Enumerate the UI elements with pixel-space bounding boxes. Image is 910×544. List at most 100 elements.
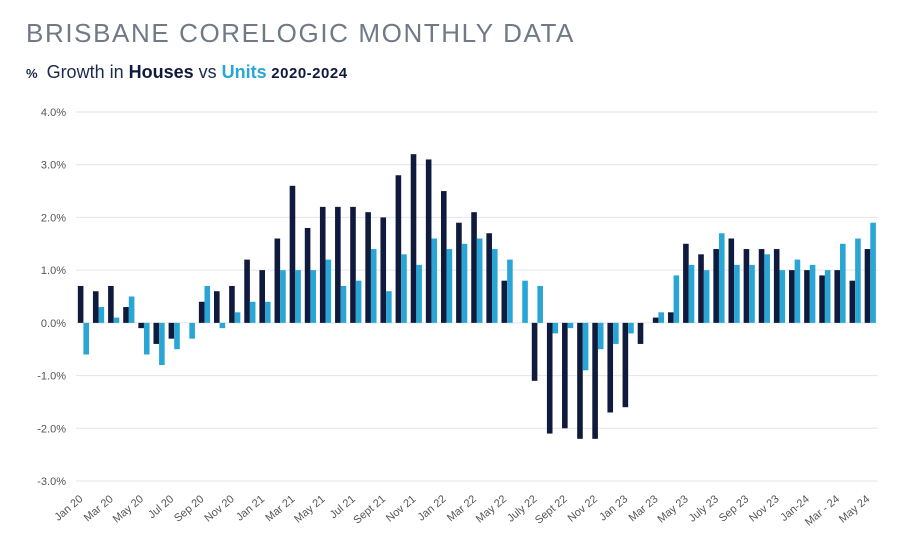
units-bar (143, 322, 150, 355)
x-tick-label: Nov 20 (202, 493, 236, 525)
units-bar (597, 322, 604, 350)
subtitle-text-growth: Growth in (41, 62, 129, 82)
y-axis-ticks: 4.0% 3.0% 2.0% 1.0% 0.0% -1.0% -2.0% -3.0% (37, 107, 66, 488)
houses-bar (683, 243, 689, 323)
houses-bar (577, 322, 583, 439)
x-tick-label: Mar 20 (82, 493, 116, 524)
houses-bar (864, 249, 871, 323)
x-tick-label: May 24 (837, 493, 872, 525)
units-bar (794, 259, 801, 323)
units-bar (613, 322, 619, 344)
units-bar (476, 238, 483, 323)
y-tick-label: 0.0% (41, 318, 66, 330)
units-bar (855, 238, 861, 323)
units-bar (552, 322, 559, 334)
houses-bar (153, 322, 160, 344)
x-tick-label: Jan 20 (52, 493, 85, 523)
houses-bar (456, 222, 462, 323)
x-tick-label: Jul 20 (146, 493, 176, 521)
houses-bar (244, 259, 250, 323)
units-bar (128, 296, 135, 323)
x-tick-label: Mar - 24 (803, 493, 842, 529)
houses-bar (274, 238, 281, 323)
chart-subtitle: % Growth in Houses vs Units 2020-2024 (26, 62, 348, 83)
units-bar (355, 280, 362, 323)
houses-bar (471, 212, 477, 323)
houses-bar (335, 206, 341, 323)
x-tick-label: Sep 20 (172, 493, 206, 525)
units-bar (98, 307, 105, 323)
houses-bar (214, 291, 220, 323)
houses-bar (365, 212, 371, 323)
houses-bar (849, 280, 856, 323)
houses-bar (229, 285, 235, 323)
units-bar (764, 254, 770, 323)
houses-bar (410, 154, 417, 323)
houses-bar (546, 322, 553, 434)
units-bar (83, 322, 90, 355)
houses-bar (440, 191, 447, 323)
units-bar (491, 249, 498, 323)
houses-bar (92, 291, 99, 323)
units-bar (249, 301, 256, 323)
units-bar (310, 270, 316, 323)
subtitle-years: 2020-2024 (266, 65, 348, 82)
houses-bar (168, 322, 175, 339)
units-bar (522, 280, 528, 323)
units-bar (219, 322, 226, 329)
x-tick-label: May 21 (292, 493, 327, 525)
houses-bar (259, 270, 265, 323)
x-tick-label: Sep 23 (717, 493, 751, 525)
units-bar (461, 243, 468, 323)
houses-bar (395, 175, 402, 323)
houses-bar (667, 312, 674, 323)
x-tick-label: Jan 22 (416, 493, 449, 523)
subtitle-text-vs: vs (193, 62, 222, 82)
units-bar (537, 285, 543, 323)
houses-bar (350, 206, 356, 323)
houses-bar (834, 270, 841, 323)
houses-bar (380, 217, 387, 323)
units-bar (159, 322, 165, 366)
units-bar (446, 249, 453, 323)
units-bar (824, 270, 831, 323)
houses-bar (77, 285, 84, 323)
x-tick-label: Sept 21 (351, 493, 388, 527)
units-bar (870, 222, 876, 323)
houses-bar (304, 227, 311, 323)
units-bar (734, 264, 740, 323)
units-bar (295, 270, 301, 323)
chart-title: BRISBANE CORELOGIC MONTHLY DATA (26, 18, 575, 48)
houses-bar (531, 322, 538, 381)
subtitle-percent-symbol: % (26, 66, 38, 81)
houses-bar (562, 322, 568, 429)
houses-bar (607, 322, 614, 413)
units-bar (431, 238, 438, 323)
houses-bar (637, 322, 644, 344)
units-bar (718, 233, 725, 323)
subtitle-units-label: Units (221, 62, 267, 82)
units-bar (189, 322, 195, 339)
units-bar (673, 275, 680, 323)
houses-bar (138, 322, 144, 329)
houses-bar (743, 249, 750, 323)
units-bar (264, 301, 271, 323)
houses-bar (108, 285, 114, 323)
units-bar (809, 264, 816, 323)
units-bar (703, 270, 710, 323)
units-bar (582, 322, 589, 371)
y-tick-label: 3.0% (41, 160, 66, 172)
units-bar (204, 285, 211, 323)
houses-bar (652, 317, 659, 323)
x-tick-label: Mar 21 (263, 493, 297, 524)
x-tick-label: Jan 21 (234, 493, 267, 523)
houses-bar (789, 270, 795, 323)
x-tick-label: Sept 22 (533, 493, 570, 527)
y-tick-label: -1.0% (37, 371, 66, 383)
units-bar (386, 291, 392, 323)
units-bar (234, 312, 241, 323)
x-tick-label: Mar 23 (627, 493, 661, 524)
houses-bar (773, 249, 780, 323)
houses-bar (198, 301, 205, 323)
y-tick-label: 4.0% (41, 107, 66, 119)
